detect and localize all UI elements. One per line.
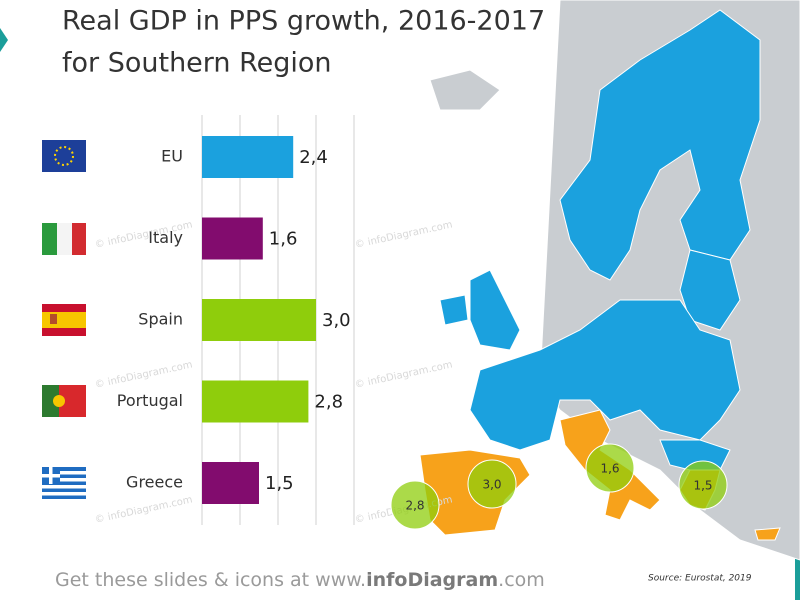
footer-prefix: Get these slides & icons at www. (55, 569, 366, 591)
title-line: for Southern Region (62, 48, 332, 79)
category-label: Italy (148, 228, 183, 247)
flag-stars (54, 146, 74, 166)
map-bubble (467, 459, 517, 509)
category-label: Portugal (117, 391, 183, 410)
watermark: © infoDiagram.com (94, 494, 194, 525)
category-label: Spain (138, 310, 183, 329)
value-label: 2,8 (314, 392, 343, 413)
flags (42, 140, 86, 499)
category-label: Greece (126, 473, 183, 492)
map-bubble-label: 1,6 (600, 462, 619, 476)
flag-spain (42, 304, 86, 336)
map (419, 0, 800, 561)
map-bubble-label: 3,0 (482, 478, 501, 492)
bar (202, 217, 263, 260)
map-bubble (585, 443, 635, 493)
bar (202, 380, 309, 423)
title: Real GDP in PPS growth, 2016-2017 for So… (62, 6, 545, 79)
flag-portugal (42, 385, 86, 417)
bar (202, 462, 259, 504)
flag-eu (42, 140, 86, 172)
bar (202, 136, 294, 178)
accent (0, 28, 8, 52)
flag-greece (42, 467, 86, 499)
bar (202, 299, 316, 341)
footer: Get these slides & icons at www.infoDiag… (55, 569, 545, 591)
footer-brand: infoDiagram (366, 569, 498, 591)
map-bubble-label: 2,8 (405, 499, 424, 513)
category-label: EU (161, 147, 183, 166)
title-line: Real GDP in PPS growth, 2016-2017 (62, 6, 545, 37)
watermark: © infoDiagram.com (354, 359, 454, 390)
watermark: © infoDiagram.com (94, 359, 194, 390)
source: Source: Eurostat, 2019 (648, 574, 752, 584)
footer-suffix: .com (498, 569, 545, 591)
value-label: 1,5 (265, 473, 294, 494)
flag-italy (42, 223, 86, 255)
map-bubble (678, 460, 728, 510)
map-bubble-label: 1,5 (693, 479, 712, 493)
value-label: 3,0 (322, 310, 351, 331)
value-label: 1,6 (269, 229, 298, 250)
value-label: 2,4 (299, 147, 328, 168)
accent (795, 557, 800, 600)
watermark: © infoDiagram.com (354, 219, 454, 250)
map-bubble (390, 480, 440, 530)
